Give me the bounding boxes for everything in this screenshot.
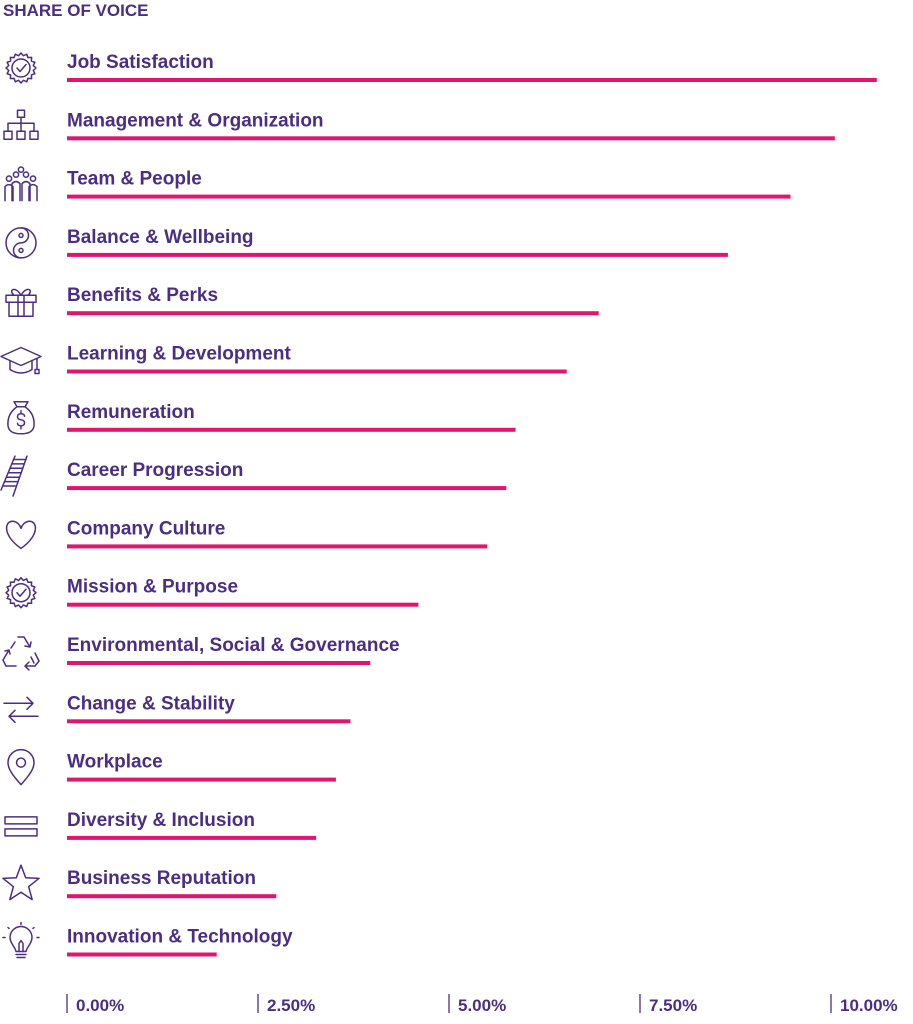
x-tick-label: 10.00%	[840, 996, 898, 1015]
lightbulb-icon	[2, 921, 40, 959]
category-label: Career Progression	[67, 460, 243, 481]
bar-row: Learning & Development	[0, 344, 567, 375]
bar-row: Job Satisfaction	[5, 52, 877, 84]
bar-row: Team & People	[4, 166, 791, 202]
bar	[67, 252, 728, 257]
yin-yang-icon	[5, 227, 37, 259]
bar-row: Workplace	[7, 748, 336, 786]
category-label: Mission & Purpose	[67, 577, 238, 598]
bar	[67, 136, 835, 141]
ladder-icon	[0, 455, 28, 497]
bar	[67, 719, 351, 724]
bar	[67, 486, 507, 491]
bar-row: Business Reputation	[2, 864, 277, 901]
bar-row: Benefits & Perks	[5, 285, 599, 317]
category-label: Team & People	[67, 169, 202, 190]
x-tick-label: 7.50%	[649, 996, 697, 1015]
bar-row: Environmental, Social & Governance	[2, 635, 400, 671]
x-tick-label: 0.00%	[76, 996, 124, 1015]
bar-row: Innovation & Technology	[2, 921, 293, 959]
category-label: Remuneration	[67, 402, 195, 423]
bar-row: Change & Stability	[3, 693, 351, 724]
bar	[67, 952, 217, 957]
category-label: Environmental, Social & Governance	[67, 635, 400, 656]
x-axis: 0.00% 2.50% 5.00% 7.50% 10.00%	[66, 994, 898, 1015]
category-label: Balance & Wellbeing	[67, 227, 254, 248]
org-chart-icon	[3, 109, 39, 141]
chart-title: SHARE OF VOICE	[3, 1, 148, 20]
category-label: Business Reputation	[67, 868, 256, 889]
x-tick-label: 5.00%	[458, 996, 506, 1015]
recycle-icon	[2, 636, 40, 671]
people-group-icon	[4, 166, 38, 202]
bar-row: Balance & Wellbeing	[5, 227, 728, 259]
bar-row: Remuneration	[7, 401, 516, 435]
gift-icon	[5, 288, 37, 317]
bar	[67, 427, 516, 432]
graduation-cap-icon	[0, 346, 42, 375]
category-label: Innovation & Technology	[67, 927, 293, 948]
star-icon	[2, 864, 40, 901]
category-label: Management & Organization	[67, 110, 324, 131]
category-label: Workplace	[67, 752, 163, 773]
x-tick-label: 2.50%	[267, 996, 315, 1015]
bar-row: Management & Organization	[3, 109, 835, 141]
location-pin-icon	[7, 748, 35, 786]
bar	[67, 194, 791, 199]
equal-bars-icon	[4, 816, 38, 837]
bar	[67, 78, 877, 82]
swap-arrows-icon	[3, 696, 39, 724]
bar-row: Mission & Purpose	[5, 576, 419, 609]
badge-check-icon	[5, 52, 37, 84]
bar	[67, 661, 371, 665]
bar	[67, 369, 567, 374]
money-bag-icon	[7, 401, 35, 435]
category-label: Change & Stability	[67, 693, 235, 714]
bar	[67, 835, 317, 840]
category-label: Company Culture	[67, 518, 225, 539]
bar-row: Company Culture	[5, 518, 488, 550]
bar	[67, 602, 419, 607]
bar	[67, 894, 277, 899]
category-label: Job Satisfaction	[67, 52, 214, 73]
category-label: Learning & Development	[67, 344, 291, 365]
badge-check-icon	[5, 576, 37, 609]
bar-row: Career Progression	[0, 455, 507, 497]
bar	[67, 544, 488, 549]
category-label: Diversity & Inclusion	[67, 810, 255, 831]
heart-icon	[5, 520, 37, 550]
bar	[67, 311, 599, 316]
chart-rows: Job Satisfaction Management & Organizatio…	[0, 52, 877, 959]
category-label: Benefits & Perks	[67, 285, 218, 306]
bar	[67, 777, 336, 782]
bar-row: Diversity & Inclusion	[4, 810, 317, 840]
